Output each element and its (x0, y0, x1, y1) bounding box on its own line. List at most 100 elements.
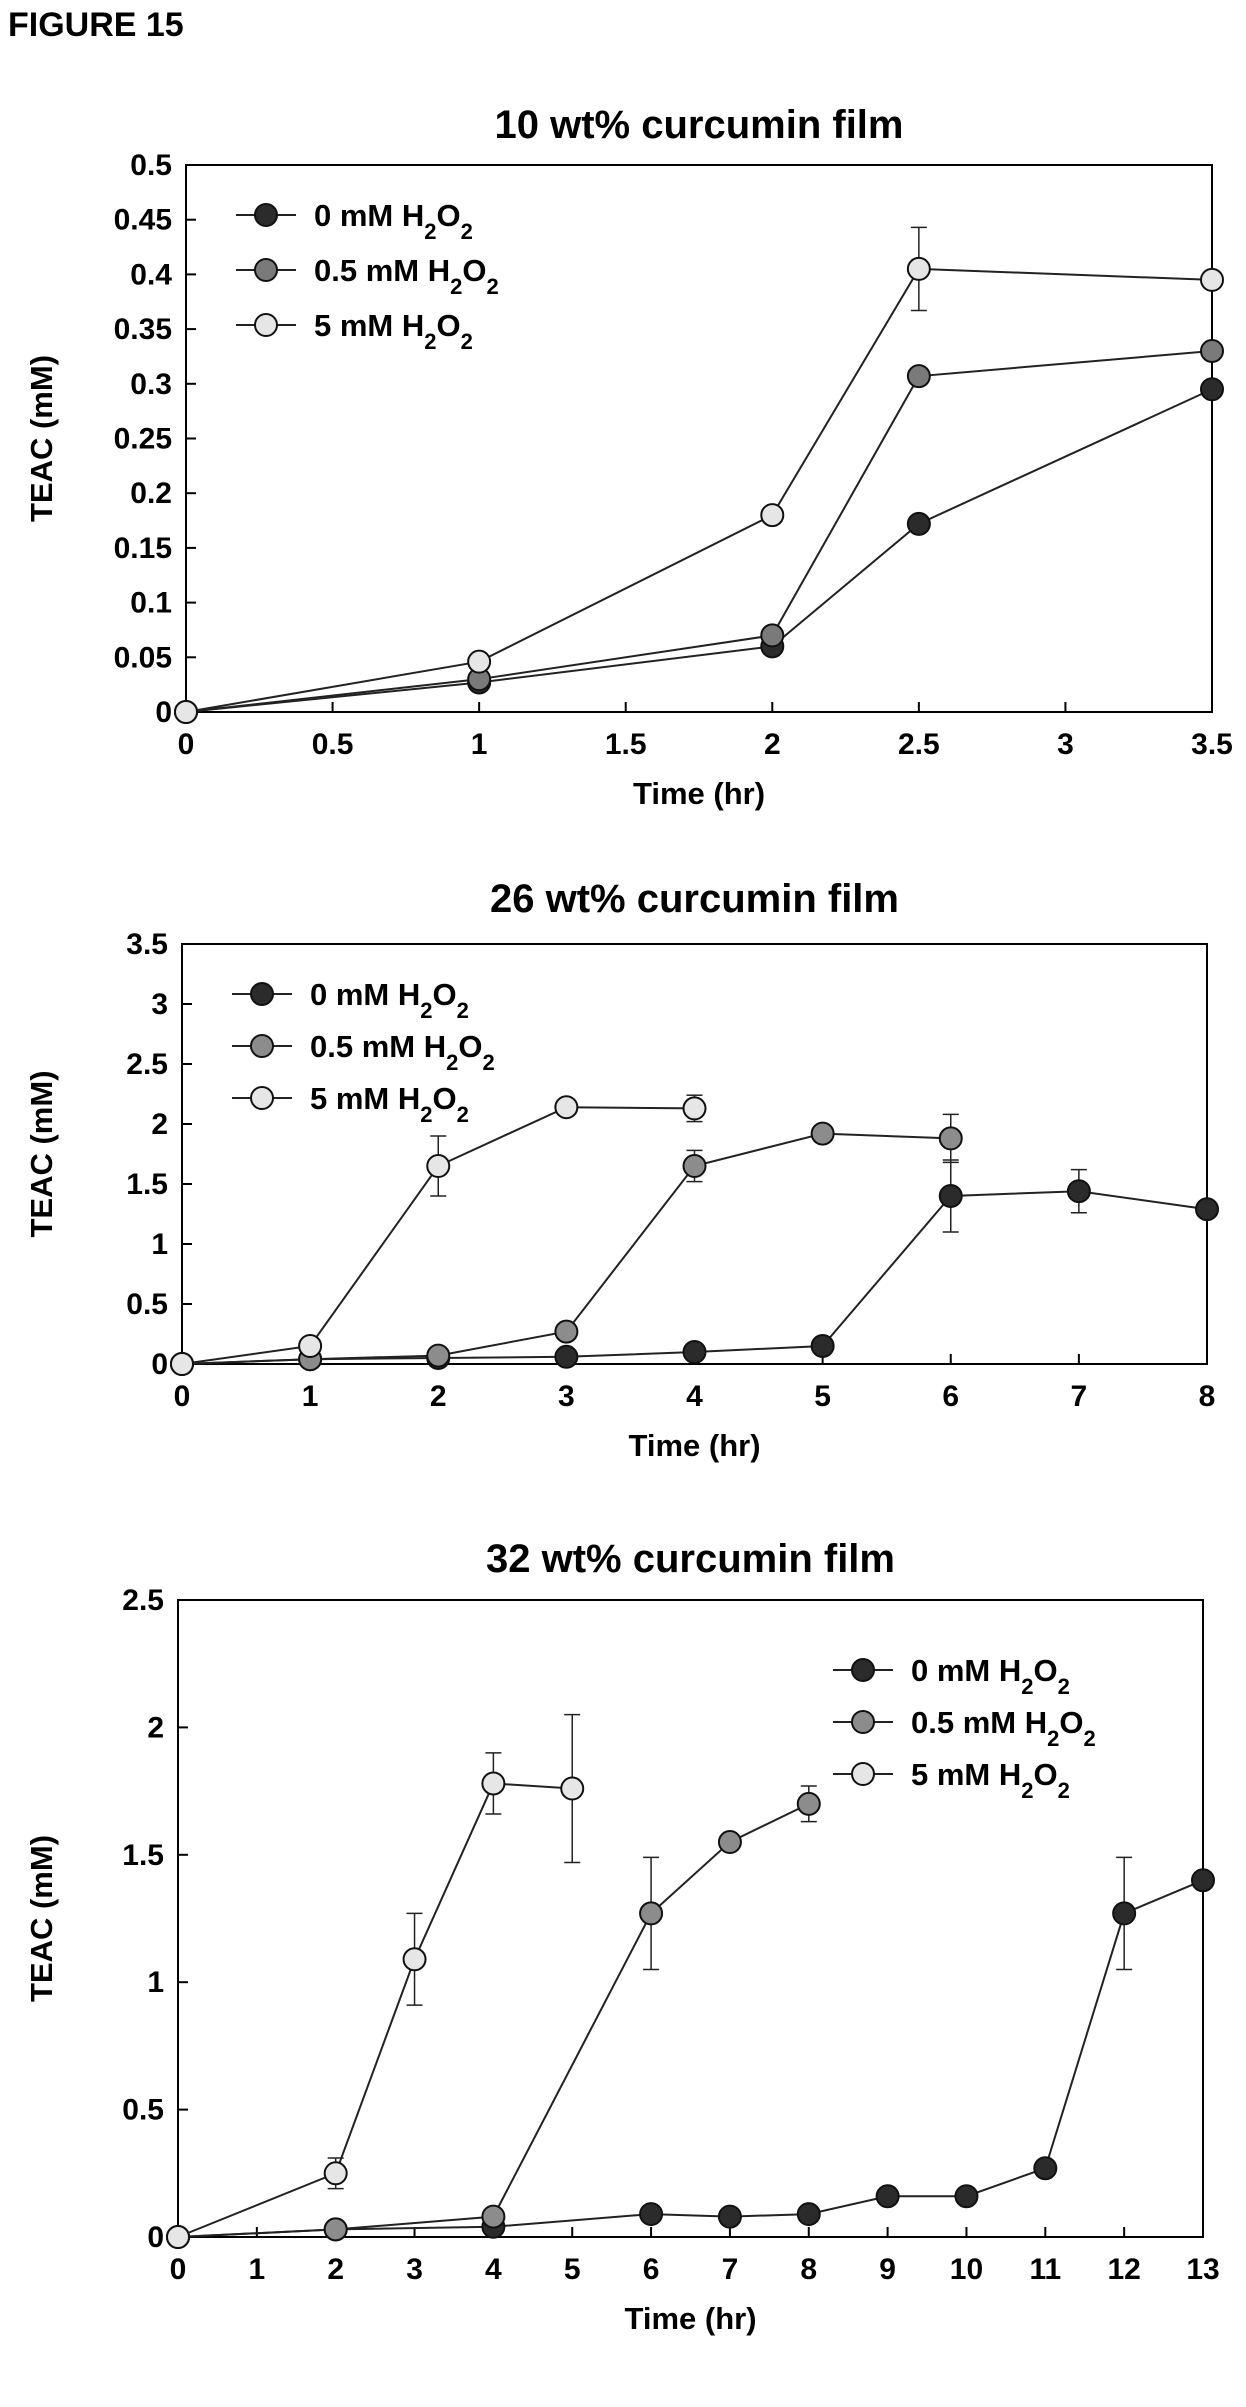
data-point (639, 2202, 664, 2227)
data-point (554, 1344, 579, 1369)
data-point (1200, 377, 1224, 402)
y-tick-label: 0 (151, 1348, 168, 1381)
x-tick-label: 0 (178, 728, 195, 761)
series-line (177, 1802, 810, 2238)
x-tick-label: 0 (174, 1380, 191, 1413)
x-tick-label: 3 (406, 2253, 423, 2286)
x-tick-label: 0.5 (312, 728, 354, 761)
data-point (174, 700, 198, 724)
x-tick-label: 12 (1107, 2253, 1140, 2286)
data-point (1033, 2156, 1058, 2181)
data-point (554, 1095, 579, 1120)
x-tick-label: 1 (249, 2253, 266, 2286)
series-3 (174, 226, 1224, 724)
x-tick-label: 8 (1199, 1380, 1216, 1413)
legend-marker (254, 313, 278, 337)
data-point (810, 1121, 835, 1146)
series-line (181, 1190, 1208, 1365)
chart-title: 26 wt% curcumin film (490, 877, 899, 921)
y-tick-label: 0.45 (114, 204, 172, 237)
data-point (1195, 1197, 1219, 1222)
legend-marker (851, 1762, 875, 1786)
x-tick-label: 9 (879, 2253, 896, 2286)
legend-label: 0 mM H2O2 (314, 198, 473, 244)
data-point (938, 1126, 963, 1151)
series-2 (166, 1785, 821, 2249)
data-point (323, 2161, 348, 2186)
x-tick-label: 3 (1057, 728, 1074, 761)
y-tick-label: 1.5 (126, 1168, 168, 1201)
data-point (166, 2225, 190, 2249)
data-point (560, 1776, 585, 1801)
x-tick-label: 7 (1071, 1380, 1088, 1413)
chart-1: 10 wt% curcumin film 0 0.05 0.1 0.15 0.2 0.25 0… (24, 103, 1233, 811)
x-tick-label: 5 (814, 1380, 831, 1413)
data-point (875, 2184, 900, 2209)
data-point (796, 1791, 821, 1816)
data-point (810, 1334, 835, 1358)
data-point (717, 2204, 742, 2229)
series-1 (166, 1856, 1215, 2249)
x-tick-label: 6 (643, 2253, 660, 2286)
y-tick-label: 1 (147, 1966, 164, 1999)
series-2 (170, 1113, 963, 1376)
legend-marker (254, 258, 278, 282)
data-point (954, 2184, 979, 2209)
x-axis-label: Time (hr) (628, 1428, 760, 1463)
data-point (170, 1352, 194, 1376)
legend-label: 0.5 mM H2O2 (310, 1029, 495, 1075)
series-line (185, 349, 1213, 713)
legend-label: 0.5 mM H2O2 (314, 253, 499, 299)
y-tick-label: 0.5 (122, 2094, 164, 2127)
x-tick-label: 10 (950, 2253, 983, 2286)
legend-label: 5 mM H2O2 (911, 1757, 1070, 1803)
data-point (682, 1340, 707, 1364)
y-tick-label: 2.5 (126, 1048, 168, 1081)
series-1 (170, 1159, 1219, 1376)
y-tick-label: 0.5 (126, 1288, 168, 1321)
data-point (426, 1343, 451, 1368)
x-tick-label: 2.5 (898, 728, 940, 761)
legend-label: 0.5 mM H2O2 (911, 1705, 1096, 1751)
legend-marker (250, 982, 274, 1006)
x-tick-label: 0 (170, 2253, 187, 2286)
y-tick-label: 2 (151, 1108, 168, 1141)
x-tick-label: 5 (564, 2253, 581, 2286)
data-point (1112, 1901, 1137, 1926)
y-tick-label: 1 (151, 1228, 168, 1261)
series-line (177, 1782, 573, 2238)
data-point (906, 511, 931, 536)
legend-label: 0 mM H2O2 (911, 1653, 1070, 1699)
x-tick-label: 3.5 (1191, 728, 1233, 761)
x-tick-label: 2 (327, 2253, 344, 2286)
data-point (554, 1319, 579, 1344)
legend: 0 mM H2O2 0.5 mM H2O2 5 mM H2O2 (236, 198, 499, 354)
chart-title: 32 wt% curcumin film (486, 1537, 895, 1581)
data-point (906, 364, 931, 389)
data-point (717, 1830, 742, 1855)
y-tick-label: 2 (147, 1711, 164, 1744)
y-tick-label: 0.35 (114, 313, 172, 346)
data-point (1200, 338, 1224, 363)
y-tick-label: 0.1 (130, 587, 172, 620)
x-tick-label: 1.5 (605, 728, 647, 761)
series-3 (170, 1094, 707, 1376)
x-tick-label: 2 (764, 728, 781, 761)
data-point (682, 1154, 707, 1178)
x-tick-label: 4 (686, 1380, 703, 1413)
data-point (481, 2204, 506, 2229)
data-point (298, 1334, 323, 1358)
x-tick-label: 1 (302, 1380, 319, 1413)
y-tick-label: 0.2 (130, 477, 172, 510)
y-axis-label: TEAC (mM) (24, 1070, 59, 1237)
x-tick-label: 2 (430, 1380, 447, 1413)
data-point (682, 1096, 707, 1121)
legend-label: 5 mM H2O2 (314, 308, 473, 354)
y-axis-label: TEAC (mM) (24, 1835, 59, 2002)
y-tick-label: 0.3 (130, 368, 172, 401)
data-point (467, 649, 492, 674)
data-point (760, 503, 785, 528)
x-tick-label: 11 (1029, 2253, 1061, 2286)
